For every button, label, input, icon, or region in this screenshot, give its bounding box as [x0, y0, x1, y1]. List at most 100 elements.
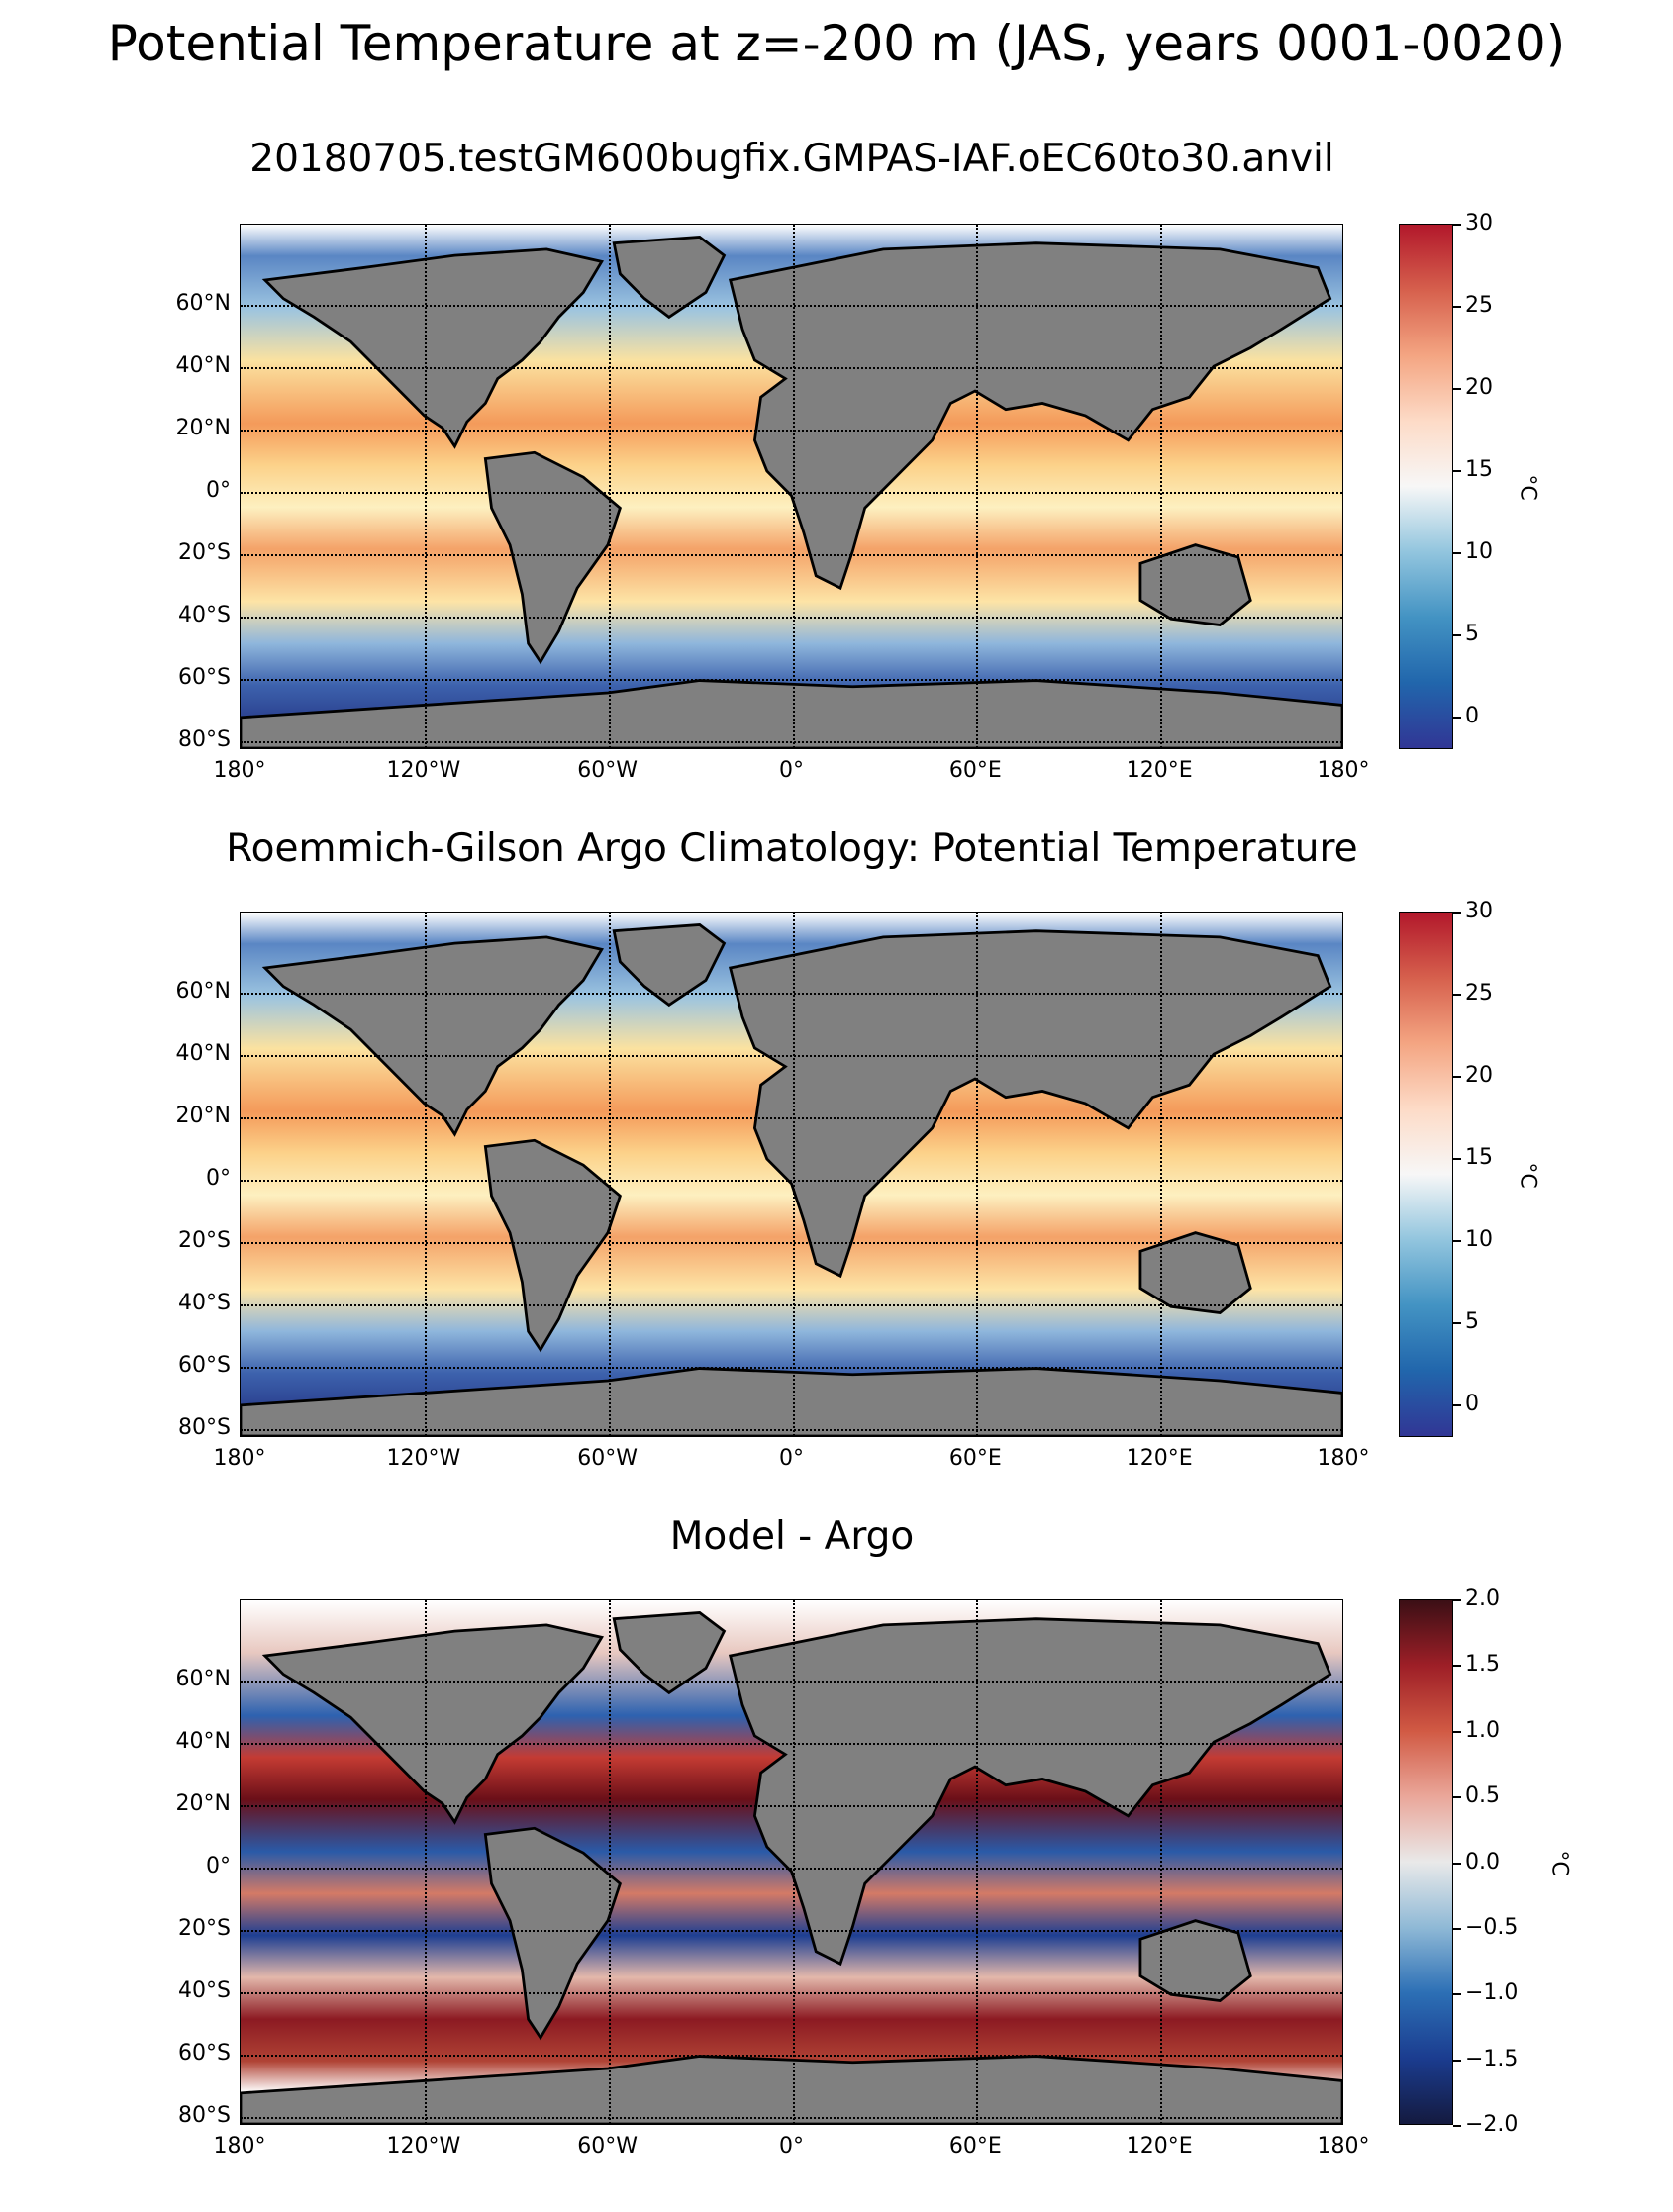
colorbar-tick	[1453, 993, 1461, 996]
colorbar-tick	[1453, 387, 1461, 390]
colorbar-tick-label: 0	[1465, 1391, 1479, 1416]
map-panel	[240, 224, 1343, 749]
meridian-gridline	[1160, 225, 1163, 748]
longitude-label: 180°	[1317, 1446, 1370, 1471]
longitude-label: 60°W	[577, 758, 639, 783]
colorbar-tick	[1453, 1599, 1461, 1601]
map-field	[241, 225, 1342, 748]
colorbar-tick-label: 20	[1465, 374, 1493, 400]
colorbar-tick	[1453, 469, 1461, 472]
latitude-label: 20°N	[175, 415, 231, 440]
map-panel	[240, 912, 1343, 1437]
meridian-gridline	[608, 913, 611, 1436]
colorbar-tick-label: 5	[1465, 1308, 1479, 1334]
landmass	[483, 450, 622, 665]
longitude-label: 180°	[213, 2134, 266, 2159]
longitude-label: 180°	[1317, 2134, 1370, 2159]
colorbar-unit-label: °C	[1515, 1161, 1540, 1189]
parallel-gridline	[241, 304, 1342, 307]
parallel-gridline	[241, 553, 1342, 556]
map-panel	[240, 1599, 1343, 2125]
colorbar-unit-label: °C	[1546, 1849, 1572, 1876]
longitude-label: 120°E	[1126, 1446, 1193, 1471]
landmass	[261, 247, 605, 449]
colorbar-tick	[1453, 1665, 1461, 1668]
colorbar-tick-label: 0	[1465, 703, 1479, 728]
meridian-gridline	[424, 225, 427, 748]
colorbar-tick-label: 0.0	[1465, 1849, 1500, 1875]
colorbar-tick-label: 10	[1465, 538, 1493, 564]
colorbar-tick-label: 5	[1465, 621, 1479, 646]
landmass	[483, 1138, 622, 1353]
longitude-label: 0°	[779, 1446, 804, 1471]
colorbar-tick-label: −2.0	[1465, 2112, 1519, 2137]
colorbar-tick-label: 15	[1465, 456, 1493, 482]
latitude-label: 40°S	[178, 603, 231, 628]
colorbar-tick-label: 15	[1465, 1144, 1493, 1170]
longitude-label: 120°E	[1126, 758, 1193, 783]
parallel-gridline	[241, 1929, 1342, 1932]
colorbar-tick-label: 2.0	[1465, 1587, 1500, 1611]
colorbar-tick	[1453, 2125, 1461, 2127]
latitude-label: 0°	[206, 477, 231, 503]
colorbar-tick	[1453, 1239, 1461, 1242]
colorbar-tick-label: 30	[1465, 899, 1493, 923]
colorbar-tick-label: −0.5	[1465, 1914, 1519, 1940]
parallel-gridline	[241, 1116, 1342, 1119]
landmass	[1138, 1919, 1252, 2002]
parallel-gridline	[241, 992, 1342, 995]
parallel-gridline	[241, 1680, 1342, 1683]
panel-title: Model - Argo	[669, 1514, 915, 1559]
parallel-gridline	[241, 2054, 1342, 2057]
panel-title: Roemmich-Gilson Argo Climatology: Potent…	[226, 826, 1358, 871]
longitude-label: 60°E	[948, 1446, 1002, 1471]
meridian-gridline	[976, 1600, 979, 2124]
longitude-label: 180°	[213, 758, 266, 783]
latitude-label: 80°S	[178, 726, 231, 752]
meridian-gridline	[1160, 913, 1163, 1436]
meridian-gridline	[976, 225, 979, 748]
landmass	[261, 1623, 605, 1825]
landmass	[1138, 1231, 1252, 1314]
panel-title: 20180705.testGM600bugfix.GMPAS-IAF.oEC60…	[249, 137, 1334, 181]
parallel-gridline	[241, 1241, 1342, 1244]
colorbar-unit-label: °C	[1515, 473, 1540, 501]
longitude-label: 120°W	[386, 1446, 461, 1471]
meridian-gridline	[608, 1600, 611, 2124]
meridian-gridline	[608, 225, 611, 748]
latitude-label: 0°	[206, 1165, 231, 1191]
landmass	[728, 929, 1332, 1279]
colorbar-tick-label: −1.0	[1465, 1980, 1519, 2006]
colorbar-tick-label: 1.0	[1465, 1717, 1500, 1743]
longitude-label: 60°W	[577, 2134, 639, 2159]
parallel-gridline	[241, 1054, 1342, 1057]
landmass	[728, 241, 1332, 591]
landmass	[483, 1826, 622, 2041]
latitude-label: 20°S	[178, 1227, 231, 1253]
colorbar-tick-label: 0.5	[1465, 1783, 1500, 1809]
meridian-gridline	[792, 1600, 795, 2124]
latitude-label: 40°N	[175, 352, 231, 378]
meridian-gridline	[792, 913, 795, 1436]
colorbar-tick-label: 20	[1465, 1062, 1493, 1088]
colorbar-tick	[1453, 551, 1461, 554]
meridian-gridline	[792, 225, 795, 748]
meridian-gridline	[1160, 1600, 1163, 2124]
longitude-label: 120°E	[1126, 2134, 1193, 2159]
colorbar-tick	[1453, 1403, 1461, 1406]
latitude-label: 80°S	[178, 1414, 231, 1440]
longitude-label: 60°E	[948, 2134, 1002, 2159]
colorbar	[1399, 912, 1453, 1437]
map-field	[241, 1600, 1342, 2124]
longitude-label: 0°	[779, 2134, 804, 2159]
parallel-gridline	[241, 1804, 1342, 1807]
parallel-gridline	[241, 678, 1342, 681]
colorbar-tick	[1453, 912, 1461, 914]
colorbar-tick	[1453, 224, 1461, 226]
landmass	[1138, 543, 1252, 626]
colorbar-tick	[1453, 1993, 1461, 1996]
latitude-label: 60°N	[175, 290, 231, 316]
parallel-gridline	[241, 1992, 1342, 1995]
parallel-gridline	[241, 1428, 1342, 1431]
colorbar-tick	[1453, 1157, 1461, 1160]
